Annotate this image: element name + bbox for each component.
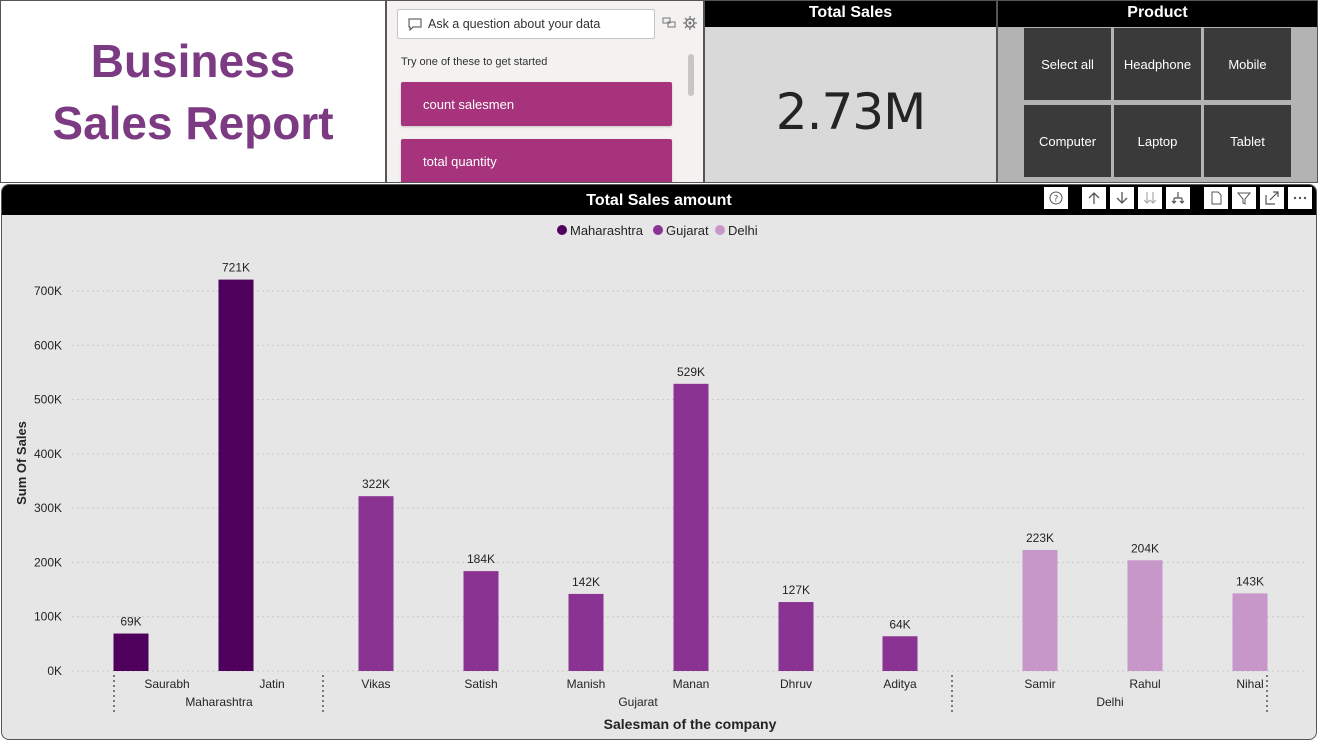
bar-nihal	[1232, 593, 1268, 671]
legend-label-delhi: Delhi	[728, 223, 758, 238]
total-sales-header: Total Sales	[705, 1, 996, 27]
data-label-nihal: 143K	[1236, 574, 1264, 588]
legend-marker-delhi	[715, 225, 725, 235]
x-tick-label-dhruv: Dhruv	[780, 677, 812, 691]
go-to-next-level-icon[interactable]	[1138, 187, 1162, 209]
x-tick-label-satish: Satish	[464, 677, 497, 691]
sales-bar-chart-visual: Total Sales amount ? Maharashtra Gujarat D…	[1, 184, 1317, 740]
slicer-option-laptop[interactable]: Laptop	[1114, 105, 1201, 177]
bar-vikas	[358, 496, 394, 671]
legend-marker-gujarat	[653, 225, 663, 235]
help-icon[interactable]: ?	[1044, 187, 1068, 209]
x-tick-label-rahul: Rahul	[1129, 677, 1160, 691]
data-label-dhruv: 127K	[782, 583, 810, 597]
product-slicer: Product Select all Headphone Mobile Comp…	[997, 0, 1318, 183]
data-label-vikas: 322K	[362, 477, 390, 491]
x-tick-label-manish: Manish	[567, 677, 606, 691]
visual-header-toolbar: ?	[1044, 187, 1312, 209]
data-label-rahul: 204K	[1131, 541, 1159, 555]
legend-label-maharashtra: Maharashtra	[570, 223, 644, 238]
data-label-manan: 529K	[677, 365, 705, 379]
x-axis-title: Salesman of the company	[604, 716, 777, 732]
y-tick-label: 0K	[47, 664, 62, 678]
document-icon[interactable]	[1204, 187, 1228, 209]
x-tick-label-nihal: Nihal	[1236, 677, 1263, 691]
total-sales-value: 2.73M	[775, 83, 926, 141]
y-tick-label: 300K	[34, 501, 62, 515]
qa-question-input[interactable]: Ask a question about your data	[397, 9, 655, 39]
slicer-option-tablet[interactable]: Tablet	[1204, 105, 1291, 177]
y-axis: 0K 100K 200K 300K 400K 500K 600K 700K	[34, 284, 62, 678]
bar-satish	[463, 571, 499, 671]
qa-placeholder: Ask a question about your data	[428, 17, 601, 31]
slicer-option-headphone[interactable]: Headphone	[1114, 28, 1201, 100]
bar-aditya	[882, 636, 918, 671]
slicer-option-computer[interactable]: Computer	[1024, 105, 1111, 177]
bar-rahul	[1127, 560, 1163, 671]
x-group-label-gujarat: Gujarat	[618, 695, 658, 709]
drill-up-icon[interactable]	[1082, 187, 1106, 209]
x-tick-label-samir: Samir	[1024, 677, 1055, 691]
more-options-icon[interactable]	[1288, 187, 1312, 209]
data-label-aditya: 64K	[889, 617, 910, 631]
qa-hint-text: Try one of these to get started	[401, 56, 548, 68]
y-axis-title: Sum Of Sales	[14, 421, 29, 505]
y-tick-label: 500K	[34, 393, 62, 407]
svg-text:?: ?	[1054, 195, 1059, 205]
x-tick-label-aditya: Aditya	[883, 677, 917, 691]
legend-label-gujarat: Gujarat	[666, 223, 709, 238]
teach-qa-icon[interactable]	[662, 17, 676, 29]
qa-visual: Ask a question about your data Try one o…	[386, 0, 704, 183]
filter-icon[interactable]	[1232, 187, 1256, 209]
x-axis: Saurabh Jatin Vikas Satish Manish Manan Dhruv A…	[113, 675, 1268, 713]
bar-dhruv	[778, 602, 814, 671]
x-tick-label-jatin: Jatin	[259, 677, 284, 691]
data-label-satish: 184K	[467, 552, 495, 566]
title-card: Business Sales Report	[0, 0, 386, 183]
bar-jatin	[218, 279, 254, 671]
bar-saurabh	[113, 633, 149, 671]
data-label-samir: 223K	[1026, 531, 1054, 545]
total-sales-card: Total Sales 2.73M	[704, 0, 997, 183]
slicer-option-mobile[interactable]: Mobile	[1204, 28, 1291, 100]
slicer-option-select-all[interactable]: Select all	[1024, 28, 1111, 100]
y-tick-label: 100K	[34, 610, 62, 624]
bar-series: 69K 721K 322K 184K 142K 529K 127K 64K 223K 204K 14…	[113, 261, 1268, 671]
x-tick-label-manan: Manan	[673, 677, 710, 691]
data-label-jatin: 721K	[222, 261, 250, 275]
bar-samir	[1022, 549, 1058, 671]
bar-chart-svg: Maharashtra Gujarat Delhi 0K 100K 200K 300K 40…	[14, 223, 1307, 732]
report-title: Business Sales Report	[52, 30, 333, 154]
drill-down-icon[interactable]	[1110, 187, 1134, 209]
focus-mode-icon[interactable]	[1260, 187, 1284, 209]
y-tick-label: 600K	[34, 338, 62, 352]
expand-hierarchy-icon[interactable]	[1166, 187, 1190, 209]
qa-scrollbar[interactable]	[688, 54, 694, 96]
qa-suggestion-count-salesmen[interactable]: count salesmen	[401, 82, 672, 126]
x-group-label-delhi: Delhi	[1096, 695, 1123, 709]
data-label-manish: 142K	[572, 575, 600, 589]
product-slicer-header: Product	[998, 1, 1317, 27]
y-tick-label: 700K	[34, 284, 62, 298]
data-label-saurabh: 69K	[120, 615, 141, 629]
y-tick-label: 200K	[34, 555, 62, 569]
legend-marker-maharashtra	[557, 225, 567, 235]
bar-manan	[673, 383, 709, 671]
y-tick-label: 400K	[34, 447, 62, 461]
qa-suggestion-total-quantity[interactable]: total quantity	[401, 139, 672, 182]
x-tick-label-saurabh: Saurabh	[144, 677, 189, 691]
chart-legend: Maharashtra Gujarat Delhi	[557, 223, 758, 238]
report-title-line-1: Business	[90, 34, 296, 87]
chart-gridlines	[72, 290, 1307, 672]
gear-icon[interactable]	[683, 16, 697, 30]
chat-icon	[408, 18, 422, 31]
x-group-label-maharashtra: Maharashtra	[185, 695, 253, 709]
x-tick-label-vikas: Vikas	[361, 677, 390, 691]
bar-manish	[568, 593, 604, 671]
report-title-line-2: Sales Report	[52, 96, 334, 149]
